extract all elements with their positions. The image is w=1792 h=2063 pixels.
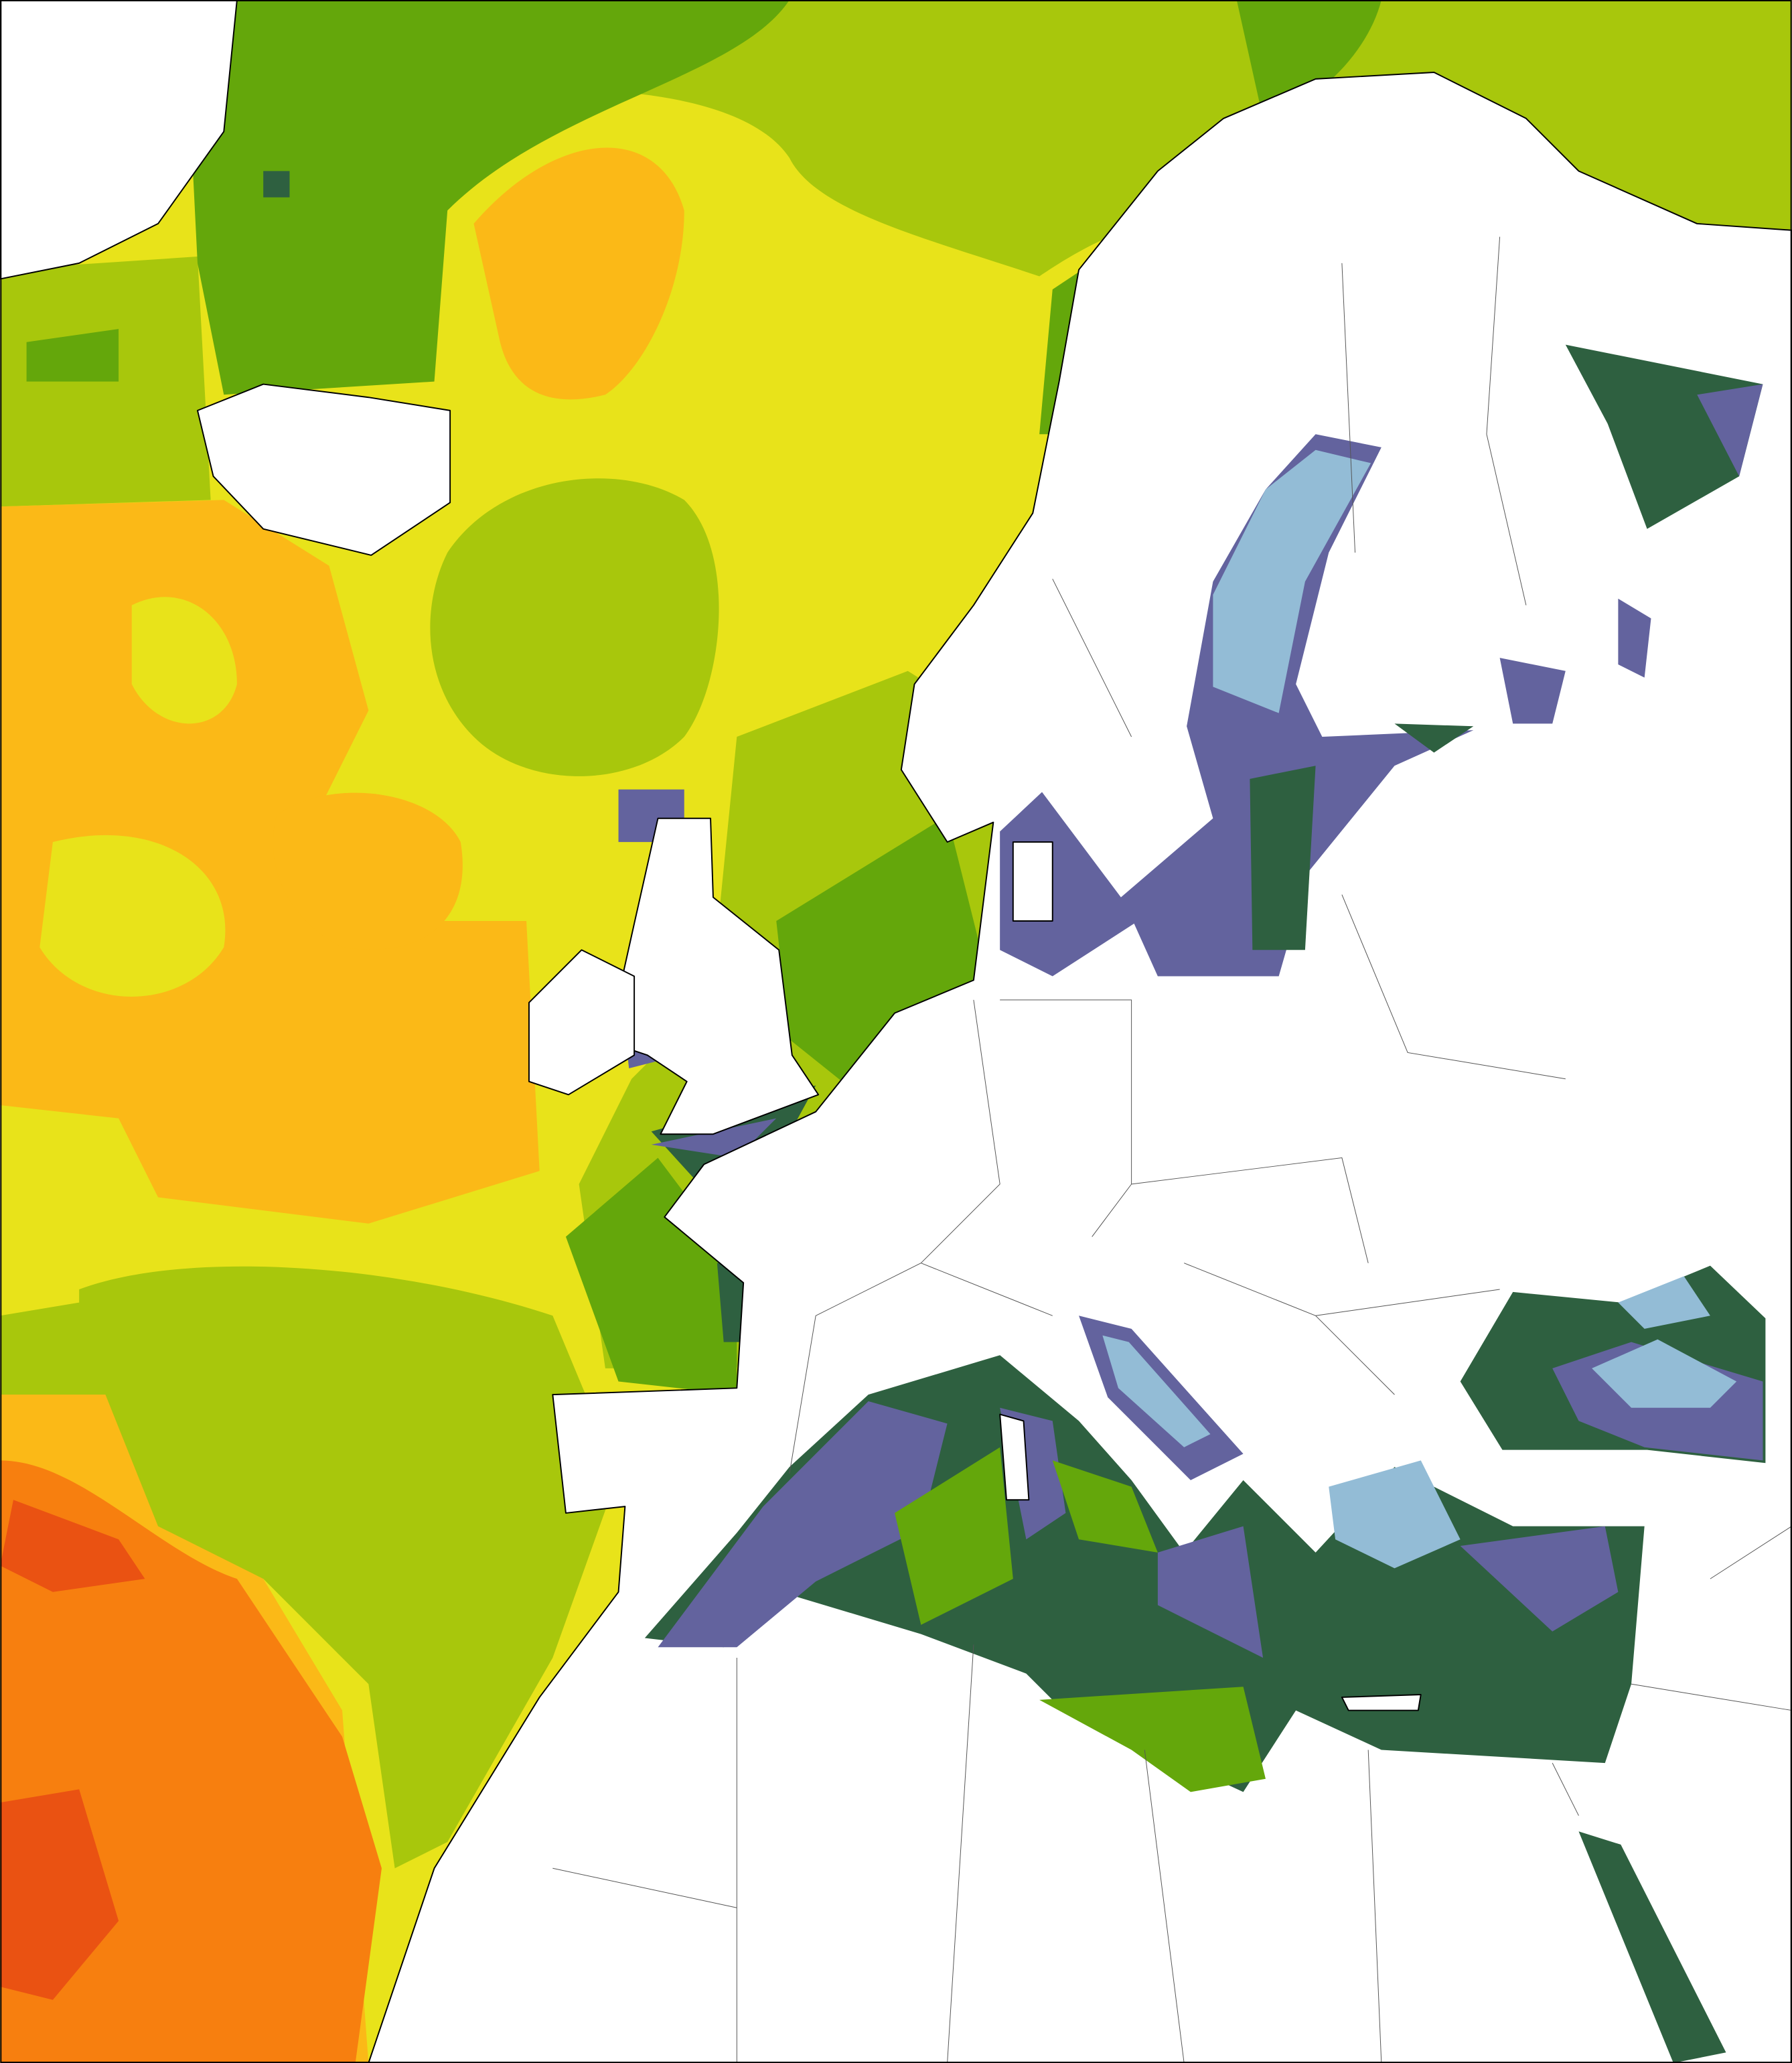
- island: [999, 1413, 1030, 1501]
- inland-sea: [1039, 1687, 1266, 1792]
- inland-sea: [1052, 1460, 1158, 1553]
- sea-zone: [430, 478, 719, 776]
- inland-sea: [1592, 1339, 1737, 1408]
- inland-sea: [1394, 723, 1474, 753]
- inland-sea: [1329, 1460, 1461, 1569]
- inland-sea: [1499, 658, 1566, 724]
- inland-sea: [1578, 1831, 1726, 2063]
- sea-zone: [40, 835, 226, 997]
- inland-sea: [1460, 1526, 1619, 1632]
- inland-sea-layer: [644, 344, 1766, 2063]
- inland-sea: [1000, 434, 1474, 977]
- inland-sea: [895, 1447, 1013, 1625]
- inland-sea: [1213, 449, 1371, 713]
- inland-sea: [1157, 1526, 1264, 1658]
- island: [196, 383, 451, 556]
- inland-sea: [1618, 1276, 1710, 1329]
- sea-zone: [273, 792, 463, 950]
- island: [1012, 841, 1053, 922]
- sea-zone: [0, 1789, 119, 2000]
- island: [0, 0, 238, 280]
- inland-sea: [1565, 344, 1763, 529]
- inland-sea: [1697, 384, 1763, 477]
- island: [607, 817, 820, 1135]
- sea-zone: [131, 597, 237, 724]
- sea-zone: [184, 0, 790, 395]
- sea-zone: [1236, 0, 1382, 119]
- inland-sea: [1618, 598, 1651, 678]
- island-layer: [0, 0, 1422, 1711]
- sea-zone: [79, 1266, 619, 1869]
- inland-sea: [1102, 1335, 1211, 1447]
- sea-zone: [0, 1500, 145, 1592]
- sea-zone: [473, 147, 684, 400]
- sea-zone: [263, 171, 290, 198]
- sea-zone: [26, 329, 119, 382]
- island: [1341, 1694, 1422, 1711]
- island: [528, 949, 636, 1096]
- inland-sea: [658, 1401, 948, 1648]
- border: [552, 236, 1792, 2063]
- country-borders: [552, 236, 1792, 2063]
- inland-sea: [1250, 766, 1316, 950]
